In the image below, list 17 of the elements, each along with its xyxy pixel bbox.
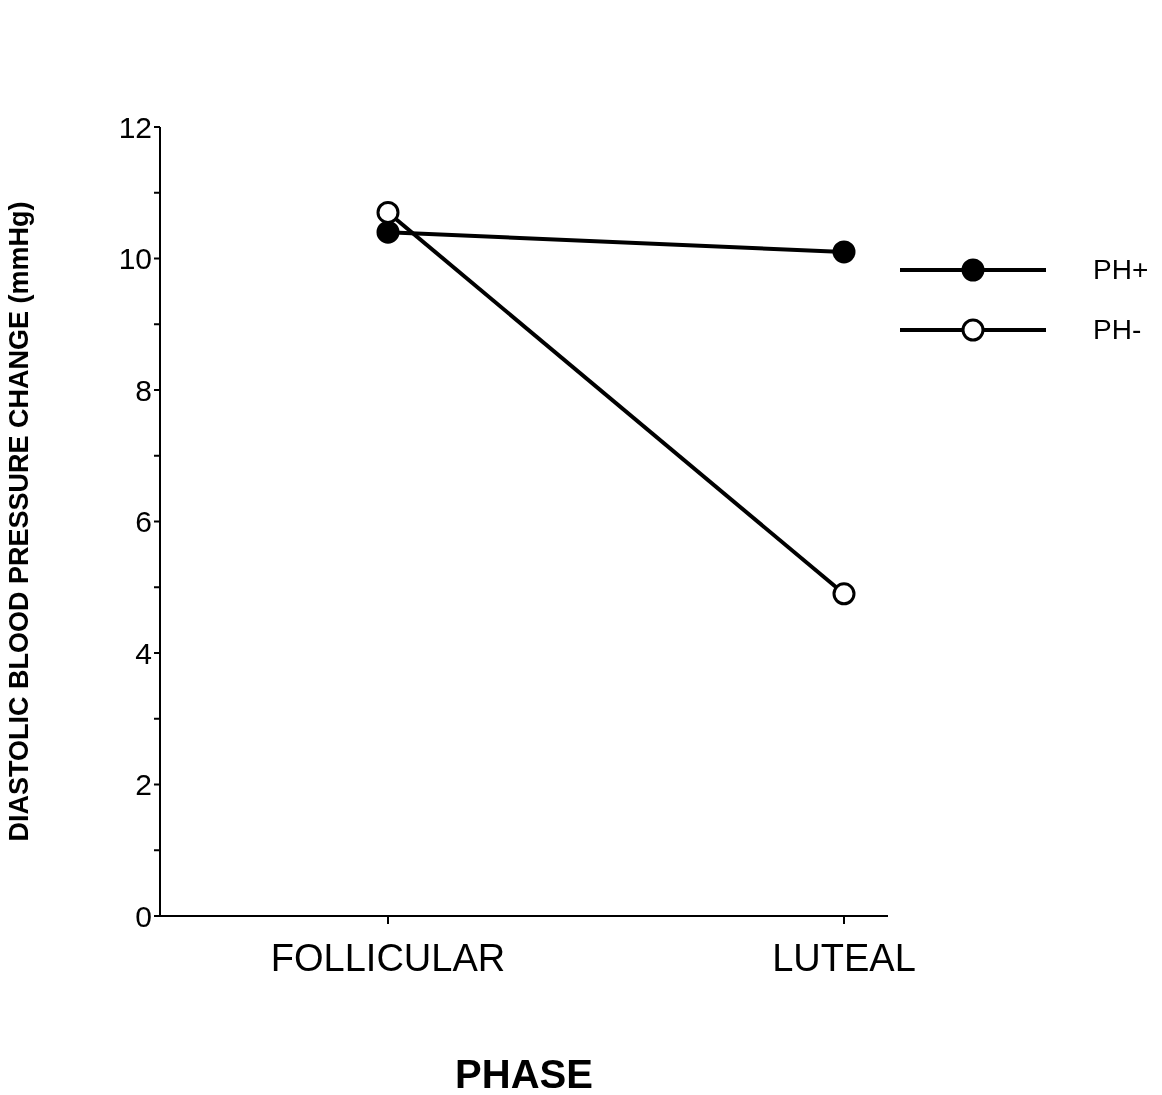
y-tick-label: 2: [135, 768, 152, 802]
y-tick-label: 8: [135, 373, 152, 407]
x-axis-title: PHASE: [455, 1052, 593, 1095]
point: [376, 220, 400, 244]
x-tick-label: FOLLICULAR: [270, 936, 506, 979]
y-tick-label: 10: [118, 242, 152, 276]
point: [832, 582, 856, 606]
text: PH+: [1093, 254, 1149, 286]
y-tick-label: 12: [118, 110, 152, 144]
y-tick-label: 0: [135, 899, 152, 933]
y-axis-title: DIASTOLIC BLOOD PRESSURE CHANGE (mmHg): [3, 201, 34, 842]
point: [376, 200, 400, 224]
point: [832, 240, 856, 264]
y-tick-label: 6: [135, 505, 152, 539]
x-tick-label: LUTEAL: [772, 936, 916, 979]
text: PH-: [1093, 314, 1142, 346]
y-tick-label: 4: [135, 636, 152, 670]
